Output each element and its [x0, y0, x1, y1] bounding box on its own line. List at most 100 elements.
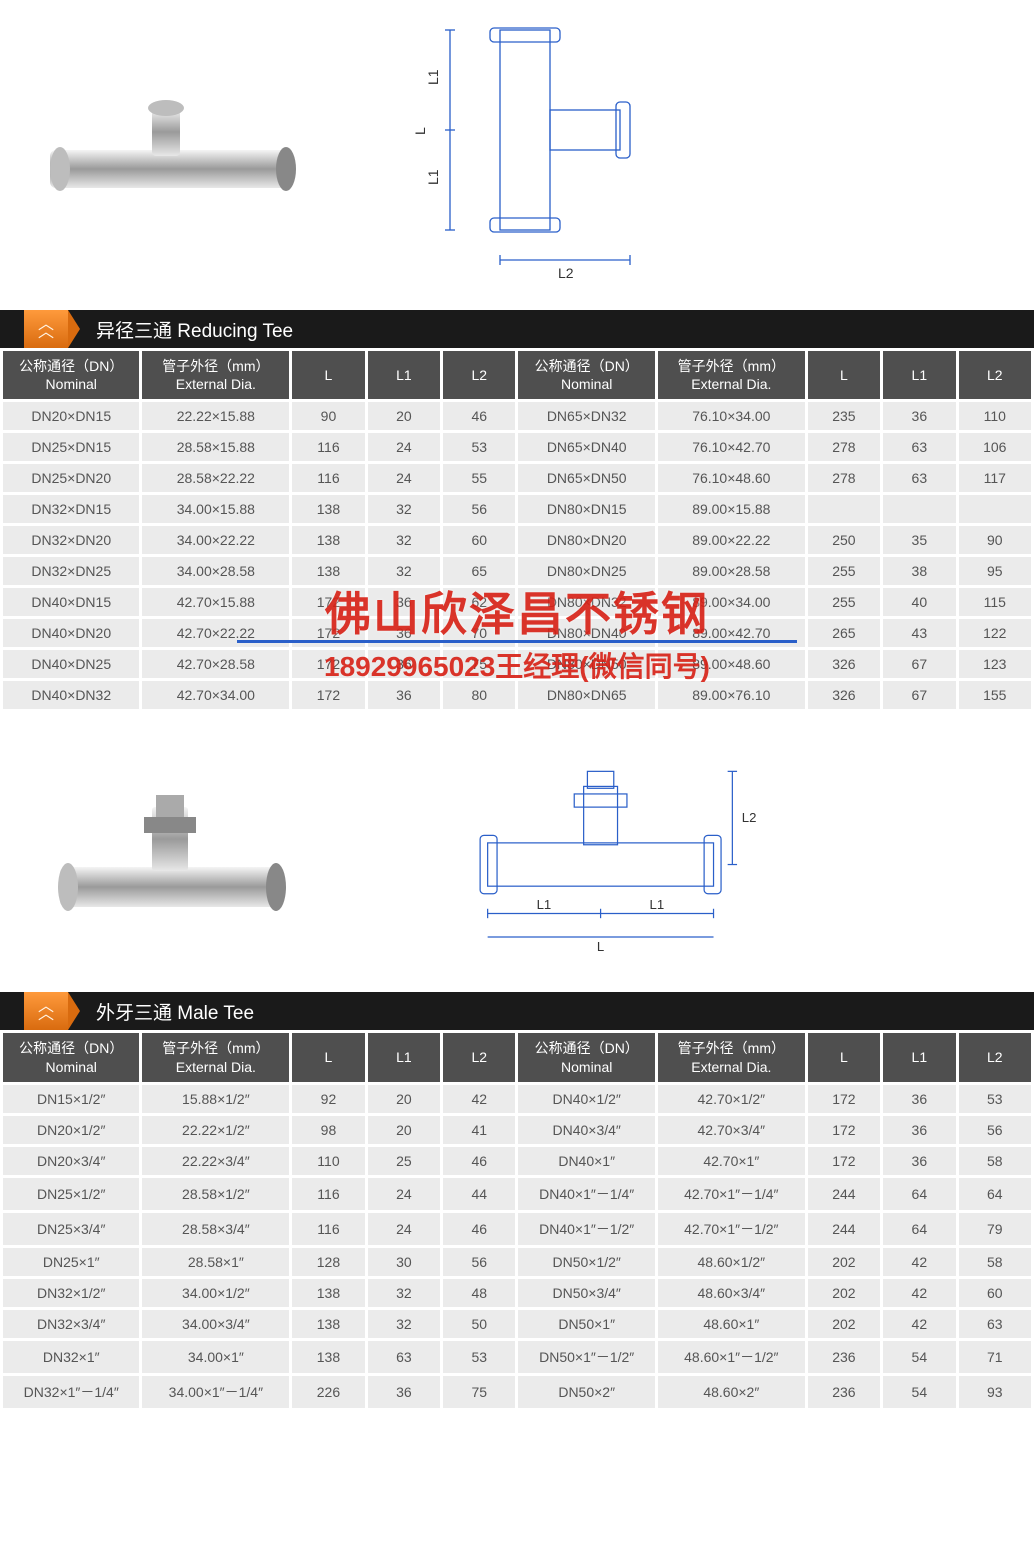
cell-ext: 34.00×22.22	[141, 525, 291, 556]
section2-image-row: L1 L1 L L2	[0, 712, 1034, 992]
cell-L2: 123	[957, 649, 1032, 680]
cell-L2: 60	[442, 525, 517, 556]
cell-L: 278	[806, 432, 881, 463]
cell-L2: 79	[957, 1211, 1032, 1246]
cell-L: 138	[291, 525, 366, 556]
cell-L1: 42	[882, 1246, 957, 1277]
cell-L: 172	[291, 649, 366, 680]
cell-L1: 36	[882, 1114, 957, 1145]
cell-L2: 48	[442, 1277, 517, 1308]
cell-L2: 46	[442, 401, 517, 432]
cell-L: 226	[291, 1374, 366, 1409]
cell-L: 244	[806, 1211, 881, 1246]
cell-dn: DN80×DN65	[517, 680, 656, 711]
cell-L1: 24	[366, 1176, 441, 1211]
cell-L: 116	[291, 432, 366, 463]
cell-L: 255	[806, 556, 881, 587]
cell-dn: DN32×3/4″	[2, 1308, 141, 1339]
col-l1: L1	[366, 1032, 441, 1083]
cell-L1: 67	[882, 649, 957, 680]
cell-L: 255	[806, 587, 881, 618]
cell-L: 172	[806, 1114, 881, 1145]
cell-L1: 24	[366, 432, 441, 463]
table-row: DN20×3/4″22.22×3/4″1102546DN40×1″42.70×1…	[2, 1145, 1033, 1176]
table-header-row: 公称通径（DN） Nominal 管子外径（mm） External Dia. …	[2, 1032, 1033, 1083]
cell-ext: 34.00×3/4″	[141, 1308, 291, 1339]
cell-ext: 48.60×1/2″	[656, 1246, 806, 1277]
cell-L1: 63	[366, 1339, 441, 1374]
cell-dn: DN50×2″	[517, 1374, 656, 1409]
cell-L: 138	[291, 556, 366, 587]
cell-L1: 20	[366, 1114, 441, 1145]
cell-L: 326	[806, 680, 881, 711]
cell-ext: 28.58×15.88	[141, 432, 291, 463]
dim-l: L	[412, 127, 428, 135]
cell-dn: DN20×3/4″	[2, 1145, 141, 1176]
cell-dn: DN25×3/4″	[2, 1211, 141, 1246]
cell-L2: 53	[442, 1339, 517, 1374]
cell-L: 128	[291, 1246, 366, 1277]
cell-L1: 32	[366, 556, 441, 587]
cell-dn: DN40×DN15	[2, 587, 141, 618]
cell-ext: 42.70×3/4″	[656, 1114, 806, 1145]
cell-ext: 42.70×1″	[656, 1145, 806, 1176]
cell-L2: 58	[957, 1145, 1032, 1176]
dim2-l: L	[597, 939, 604, 954]
cell-dn: DN80×DN15	[517, 494, 656, 525]
cell-ext: 89.00×76.10	[656, 680, 806, 711]
col-ext: 管子外径（mm） External Dia.	[141, 350, 291, 401]
col-ext2: 管子外径（mm） External Dia.	[656, 1032, 806, 1083]
cell-L1: 24	[366, 1211, 441, 1246]
col-dn: 公称通径（DN） Nominal	[2, 1032, 141, 1083]
cell-L1: 64	[882, 1211, 957, 1246]
cell-L2: 42	[442, 1083, 517, 1114]
cell-dn: DN80×DN20	[517, 525, 656, 556]
cell-L2: 117	[957, 463, 1032, 494]
cell-dn: DN32×1″－1/4″	[2, 1374, 141, 1409]
cell-L2: 56	[442, 1246, 517, 1277]
cell-ext: 42.70×22.22	[141, 618, 291, 649]
cell-L2: 56	[957, 1114, 1032, 1145]
table-row: DN20×DN1522.22×15.88902046DN65×DN3276.10…	[2, 401, 1033, 432]
reducing-tee-diagram: L1 L1 L L2	[370, 10, 690, 290]
cell-ext: 76.10×34.00	[656, 401, 806, 432]
section2-title: 外牙三通 Male Tee	[96, 998, 254, 1025]
col-ext2: 管子外径（mm） External Dia.	[656, 350, 806, 401]
cell-ext: 22.22×1/2″	[141, 1114, 291, 1145]
cell-dn: DN40×1″	[517, 1145, 656, 1176]
dim2-l1b: L1	[650, 897, 665, 912]
cell-dn: DN32×DN25	[2, 556, 141, 587]
col-l1-2: L1	[882, 350, 957, 401]
section2-header: ︿︿ 外牙三通 Male Tee	[0, 992, 1034, 1030]
cell-ext: 48.60×3/4″	[656, 1277, 806, 1308]
cell-ext: 28.58×1/2″	[141, 1176, 291, 1211]
cell-L2: 75	[442, 1374, 517, 1409]
cell-dn: DN80×DN32	[517, 587, 656, 618]
cell-ext: 48.60×1″－1/2″	[656, 1339, 806, 1374]
cell-L2: 53	[957, 1083, 1032, 1114]
cell-dn: DN25×DN15	[2, 432, 141, 463]
table-row: DN40×DN2542.70×28.581723675DN80×DN5089.0…	[2, 649, 1033, 680]
cell-L2: 56	[442, 494, 517, 525]
cell-L2: 64	[957, 1176, 1032, 1211]
table-row: DN40×DN3242.70×34.001723680DN80×DN6589.0…	[2, 680, 1033, 711]
table-row: DN32×DN2534.00×28.581383265DN80×DN2589.0…	[2, 556, 1033, 587]
cell-L1: 38	[882, 556, 957, 587]
cell-ext: 89.00×42.70	[656, 618, 806, 649]
dim-l2: L2	[558, 265, 574, 281]
cell-ext: 89.00×15.88	[656, 494, 806, 525]
cell-L2: 44	[442, 1176, 517, 1211]
cell-ext: 76.10×48.60	[656, 463, 806, 494]
cell-L1: 36	[366, 1374, 441, 1409]
col-l: L	[291, 1032, 366, 1083]
cell-L: 138	[291, 494, 366, 525]
cell-L2: 70	[442, 618, 517, 649]
col-l1-2: L1	[882, 1032, 957, 1083]
chevron-badge-icon: ︿︿	[24, 310, 68, 348]
cell-L1: 20	[366, 401, 441, 432]
cell-L: 172	[806, 1083, 881, 1114]
cell-dn: DN40×DN25	[2, 649, 141, 680]
table-row: DN32×1″34.00×1″1386353DN50×1″－1/2″48.60×…	[2, 1339, 1033, 1374]
table-row: DN25×DN1528.58×15.881162453DN65×DN4076.1…	[2, 432, 1033, 463]
cell-L1: 67	[882, 680, 957, 711]
